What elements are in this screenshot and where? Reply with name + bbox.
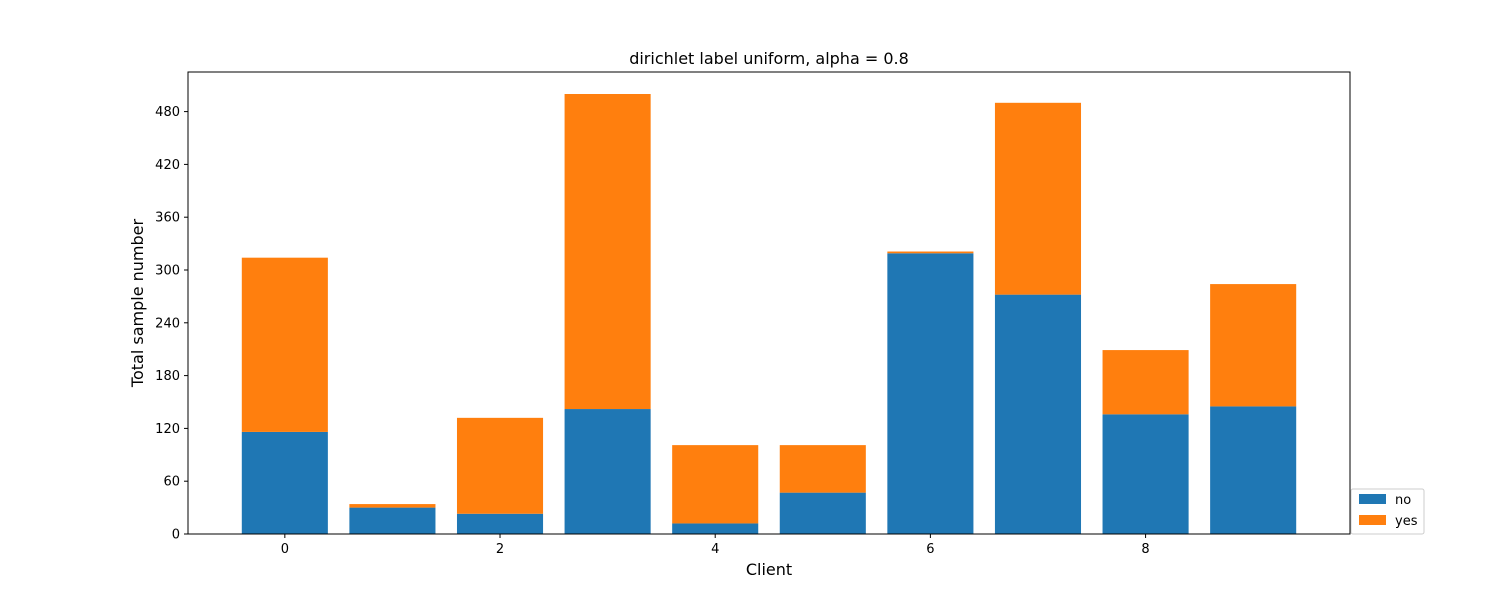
x-axis-label: Client — [746, 560, 792, 579]
legend-swatch-no — [1359, 494, 1386, 504]
y-tick-label: 0 — [172, 528, 180, 543]
bar-yes-client-0 — [241, 257, 328, 432]
x-tick-label: 8 — [1141, 542, 1149, 557]
bar-no-client-5 — [779, 492, 866, 534]
bar-no-client-1 — [349, 507, 436, 534]
plot-frame — [187, 71, 1351, 535]
x-tick-label: 6 — [926, 542, 934, 557]
bar-yes-client-6 — [887, 251, 974, 254]
y-tick-label: 360 — [155, 211, 180, 226]
legend-swatch-yes — [1359, 515, 1386, 525]
bar-no-client-3 — [564, 409, 651, 534]
y-tick-label: 300 — [155, 264, 180, 279]
bar-yes-client-2 — [456, 417, 544, 514]
bar-no-client-0 — [241, 431, 328, 534]
x-tick-label: 2 — [496, 542, 504, 557]
bar-no-client-8 — [1102, 414, 1189, 534]
y-tick-label: 480 — [155, 105, 180, 120]
bar-yes-client-4 — [672, 445, 759, 524]
bar-no-client-4 — [672, 523, 759, 534]
y-tick-label: 180 — [155, 369, 180, 384]
bar-yes-client-8 — [1102, 350, 1189, 415]
y-axis-label: Total sample number — [128, 219, 147, 389]
y-tick-label: 120 — [155, 422, 180, 437]
chart-title: dirichlet label uniform, alpha = 0.8 — [629, 49, 909, 68]
y-tick-label: 420 — [155, 158, 180, 173]
y-axis: 0 60 120 180 240 300 360 420 480 — [155, 105, 188, 543]
bar-no-client-2 — [456, 513, 544, 534]
bar-no-client-6 — [887, 253, 974, 534]
legend-label-no: no — [1395, 493, 1411, 508]
x-tick-label: 0 — [281, 542, 289, 557]
bar-yes-client-5 — [779, 445, 866, 493]
legend: no yes — [1350, 488, 1425, 535]
bars-group — [241, 94, 1297, 534]
x-axis: 0 2 4 6 8 — [281, 534, 1150, 557]
bar-yes-client-9 — [1210, 284, 1297, 407]
y-tick-label: 240 — [155, 316, 180, 331]
bar-no-client-9 — [1210, 406, 1297, 534]
bar-yes-client-7 — [994, 102, 1082, 295]
y-tick-label: 60 — [163, 475, 180, 490]
bar-yes-client-1 — [349, 504, 436, 508]
x-tick-label: 4 — [711, 542, 719, 557]
legend-label-yes: yes — [1395, 514, 1418, 529]
bar-no-client-7 — [994, 294, 1082, 534]
bar-yes-client-3 — [564, 94, 651, 410]
